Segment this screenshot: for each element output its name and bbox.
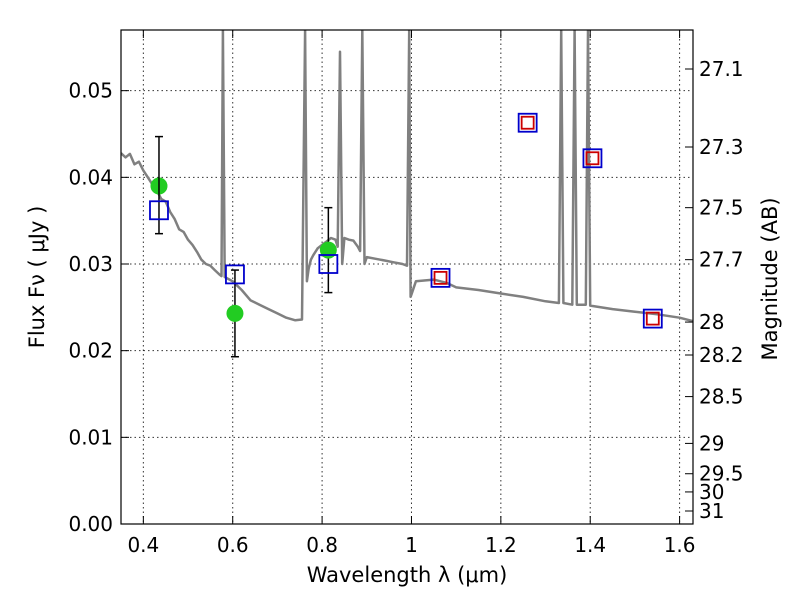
sed-layer xyxy=(121,30,693,323)
right-tick-label: 28 xyxy=(699,310,724,334)
x-tick-label: 1 xyxy=(405,533,418,557)
right-tick-label: 27.7 xyxy=(699,248,744,272)
model-point-blue xyxy=(517,112,538,133)
model-point-red xyxy=(585,151,600,166)
right-tick-label: 27.1 xyxy=(699,57,744,81)
x-axis-title: Wavelength λ (μm) xyxy=(307,563,508,587)
y-tick-label: 0.02 xyxy=(68,339,113,363)
x-tick-label: 0.6 xyxy=(217,533,249,557)
right-tick-label: 29.5 xyxy=(699,462,744,486)
right-tick-label: 27.3 xyxy=(699,135,744,159)
model-point-blue xyxy=(430,267,451,288)
x-tick-label: 1.4 xyxy=(574,533,606,557)
right-tick-label: 28.5 xyxy=(699,385,744,409)
model-point-blue xyxy=(225,264,245,285)
model-point-blue xyxy=(318,254,339,274)
plot-frame xyxy=(120,29,694,525)
model-point-blue xyxy=(642,308,663,329)
right-tick-label: 31 xyxy=(699,499,724,523)
x-tick-label: 0.8 xyxy=(306,533,338,557)
grid-layer xyxy=(121,30,693,525)
right-tick-label: 30 xyxy=(699,480,724,504)
y-tick-label: 0.03 xyxy=(68,252,113,276)
ticks-layer: 0.4 0.6 0.8 1 1.2 1.4 1.6 0.00 0.01 0.02 0.03 0.04 0… xyxy=(68,30,744,557)
model-point-red xyxy=(645,311,660,326)
right-tick-label: 29 xyxy=(699,431,724,455)
model-point-blue xyxy=(582,148,603,169)
x-tick-label: 1.6 xyxy=(664,533,696,557)
observed-point xyxy=(226,304,244,322)
model-point-red xyxy=(433,270,448,285)
points-layer xyxy=(149,112,663,358)
y-tick-label: 0.04 xyxy=(68,165,113,189)
y-tick-label: 0.05 xyxy=(68,79,113,103)
right-axis-title: Magnitude (AB) xyxy=(758,197,782,360)
model-point-red xyxy=(520,115,535,130)
right-tick-label: 27.5 xyxy=(699,196,744,220)
y-tick-label: 0.01 xyxy=(68,425,113,449)
sed-model-line xyxy=(121,30,693,323)
model-point-blue xyxy=(149,200,169,221)
y-tick-label: 0.00 xyxy=(68,512,113,536)
x-tick-label: 1.2 xyxy=(485,533,517,557)
y-axis-title: Flux Fν ( μJy ) xyxy=(25,206,49,349)
right-tick-label: 28.2 xyxy=(699,343,744,367)
x-tick-label: 0.4 xyxy=(127,533,159,557)
